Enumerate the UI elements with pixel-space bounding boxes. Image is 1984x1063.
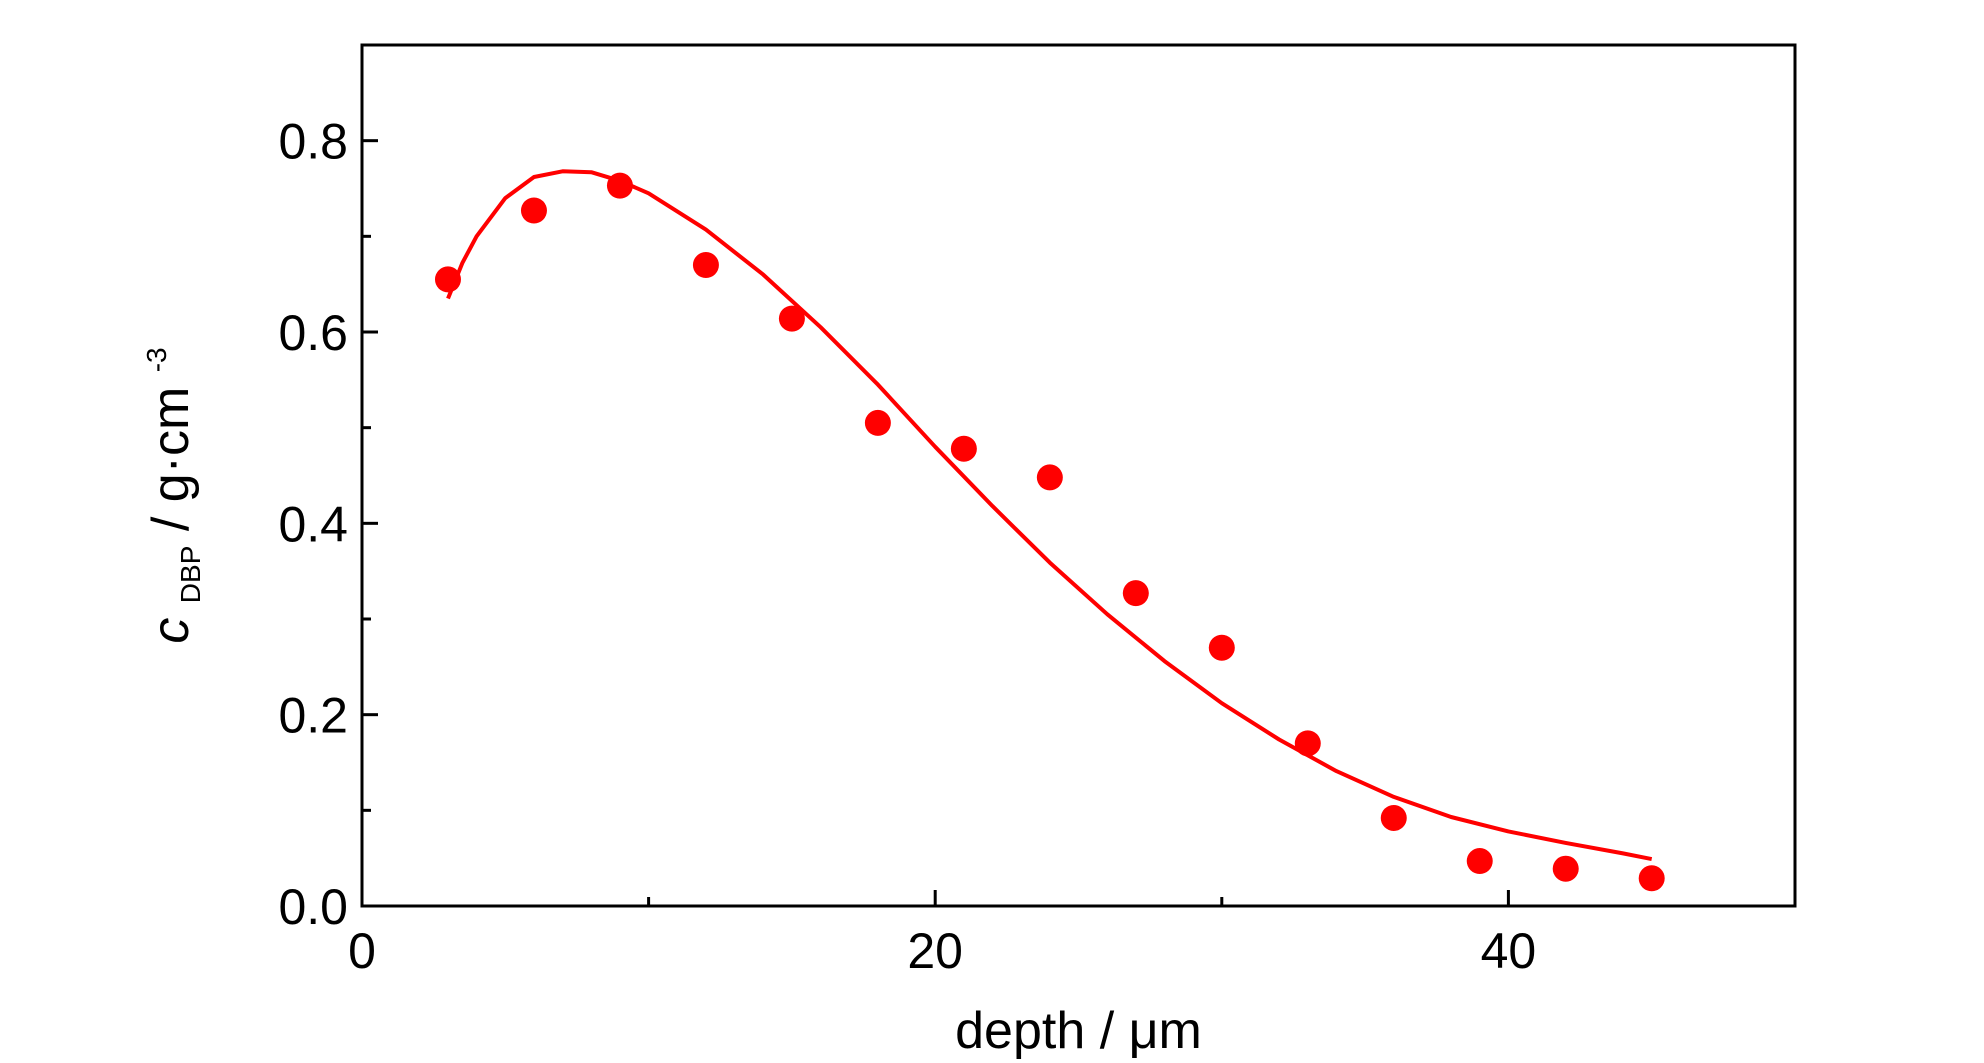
data-point: [1638, 865, 1665, 892]
y-axis-symbol: c: [142, 618, 200, 644]
x-axis-label: depth / μm: [955, 1002, 1202, 1060]
fit-curve: [446, 169, 1653, 862]
y-tick-label: 0.2: [278, 688, 348, 744]
y-tick-label: 0.8: [278, 114, 348, 170]
ticks-layer: [360, 139, 1510, 908]
y-tick-label: 0.0: [278, 879, 348, 935]
data-point: [606, 172, 633, 199]
fit-line-layer: [446, 169, 1653, 862]
data-point: [434, 266, 461, 293]
y-tick-label: 0.6: [278, 305, 348, 361]
data-point: [1380, 804, 1407, 831]
y-axis-label: c DBP / g·cm -3: [141, 347, 212, 643]
x-tick-label: 0: [348, 923, 376, 979]
data-point: [1036, 464, 1063, 491]
data-point: [1294, 730, 1321, 757]
x-tick-label: 20: [907, 923, 963, 979]
y-axis-subscript: DBP: [175, 546, 206, 604]
y-tick-label: 0.4: [278, 496, 348, 552]
x-tick-label: 40: [1481, 923, 1537, 979]
data-point: [520, 197, 547, 224]
plot-frame: [360, 43, 1797, 908]
data-point: [1552, 855, 1579, 882]
data-point: [864, 409, 891, 436]
y-axis-unit: / g·cm: [142, 387, 200, 531]
data-point: [778, 305, 805, 332]
data-point: [1208, 634, 1235, 661]
data-points-layer: [434, 172, 1665, 892]
data-point: [1122, 580, 1149, 607]
data-point: [1466, 848, 1493, 875]
tick-labels-layer: 0 20 40 0.0 0.2 0.4 0.6 0.8: [278, 114, 1536, 979]
data-point: [692, 252, 719, 279]
data-point: [950, 435, 977, 462]
y-axis-superscript: -3: [141, 347, 172, 372]
